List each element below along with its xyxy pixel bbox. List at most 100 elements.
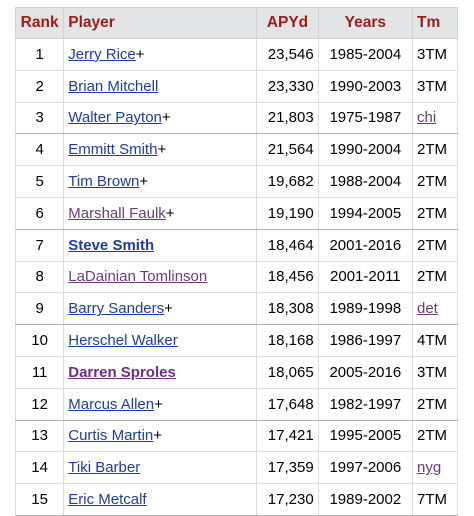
table-row: 5 Tim Brown+ 19,682 1988-2004 2TM	[14, 165, 458, 198]
player-cell: Barry Sanders+	[63, 292, 258, 326]
header-player[interactable]: Player	[63, 7, 258, 39]
team-cell: 3TM	[412, 69, 458, 103]
career-all-purpose-yards-table: Rank Player APYd Years Tm 1 Jerry Rice+ …	[14, 7, 458, 516]
player-link[interactable]: Steve Smith	[68, 236, 155, 254]
team-cell: 3TM	[412, 355, 458, 389]
table-row: 3 Walter Payton+ 21,803 1975-1987 chi	[14, 101, 458, 135]
years-cell: 1989-1998	[317, 292, 414, 326]
years-cell: 1997-2006	[317, 451, 414, 485]
player-link[interactable]: Jerry Rice	[68, 45, 136, 63]
apyd-cell: 18,308	[256, 292, 319, 326]
player-cell: Eric Metcalf	[63, 483, 258, 516]
player-link[interactable]: Walter Payton	[68, 109, 162, 127]
apyd-cell: 17,421	[256, 419, 319, 453]
team-cell: 2TM	[412, 260, 458, 294]
years-cell: 2001-2016	[317, 228, 414, 262]
table-row: 9 Barry Sanders+ 18,308 1989-1998 det	[14, 292, 458, 326]
player-link[interactable]: Barry Sanders	[68, 300, 165, 318]
table-row: 13 Curtis Martin+ 17,421 1995-2005 2TM	[14, 419, 458, 453]
hall-of-fame-marker: +	[135, 45, 145, 63]
hall-of-fame-marker: +	[153, 427, 163, 445]
hall-of-fame-marker: +	[161, 109, 171, 127]
player-cell: Darren Sproles	[63, 355, 258, 389]
player-cell: Brian Mitchell	[63, 69, 258, 103]
player-cell: Herschel Walker	[63, 324, 258, 357]
player-link[interactable]: Curtis Martin	[68, 427, 154, 445]
apyd-cell: 17,230	[256, 483, 319, 516]
years-cell: 1982-1997	[317, 387, 414, 421]
table-row: 2 Brian Mitchell 23,330 1990-2003 3TM	[14, 69, 458, 103]
years-cell: 2005-2016	[317, 355, 414, 389]
player-link[interactable]: Darren Sproles	[68, 363, 176, 381]
table-body: 1 Jerry Rice+ 23,546 1985-2004 3TM 2 Bri…	[14, 38, 458, 516]
player-link[interactable]: Marshall Faulk	[68, 204, 166, 222]
table-row: 11 Darren Sproles 18,065 2005-2016 3TM	[14, 355, 458, 389]
team-cell: 2TM	[412, 133, 458, 167]
team-cell: 2TM	[412, 387, 458, 421]
player-link[interactable]: Tiki Barber	[68, 459, 141, 477]
player-link[interactable]: Marcus Allen	[68, 395, 155, 413]
header-apyd[interactable]: APYd	[256, 7, 319, 39]
player-link[interactable]: Herschel Walker	[68, 332, 178, 350]
player-cell: Marshall Faulk+	[63, 196, 258, 230]
player-link[interactable]: Tim Brown	[68, 173, 140, 191]
player-cell: Jerry Rice+	[63, 38, 258, 71]
header-team[interactable]: Tm	[412, 7, 458, 39]
team-cell: 2TM	[412, 196, 458, 230]
apyd-cell: 23,330	[256, 69, 319, 103]
table-header-row: Rank Player APYd Years Tm	[14, 7, 458, 39]
years-cell: 1995-2005	[317, 419, 414, 453]
table-row: 7 Steve Smith 18,464 2001-2016 2TM	[14, 228, 458, 262]
years-cell: 1990-2004	[317, 133, 414, 167]
player-link[interactable]: Eric Metcalf	[68, 491, 147, 509]
hall-of-fame-marker: +	[164, 300, 173, 318]
header-years[interactable]: Years	[317, 7, 414, 39]
rank-cell: 3	[14, 101, 65, 135]
player-link[interactable]: Emmitt Smith	[68, 141, 158, 159]
years-cell: 1994-2005	[317, 196, 414, 230]
rank-cell: 6	[14, 196, 65, 230]
team-cell: 7TM	[412, 483, 458, 516]
player-cell: Tim Brown+	[63, 165, 258, 198]
rank-cell: 15	[14, 483, 65, 516]
team-link[interactable]: det	[417, 300, 438, 318]
table-row: 14 Tiki Barber 17,359 1997-2006 nyg	[14, 451, 458, 485]
team-cell: 2TM	[412, 228, 458, 262]
table-row: 4 Emmitt Smith+ 21,564 1990-2004 2TM	[14, 133, 458, 167]
apyd-cell: 19,682	[256, 165, 319, 198]
table-row: 8 LaDainian Tomlinson 18,456 2001-2011 2…	[14, 260, 458, 294]
rank-cell: 1	[14, 38, 65, 71]
rank-cell: 7	[14, 228, 65, 262]
years-cell: 1986-1997	[317, 324, 414, 357]
years-cell: 1990-2003	[317, 69, 414, 103]
years-cell: 1989-2002	[317, 483, 414, 516]
rank-cell: 14	[14, 451, 65, 485]
header-rank[interactable]: Rank	[14, 7, 65, 39]
apyd-cell: 17,648	[256, 387, 319, 421]
team-cell: chi	[412, 101, 458, 135]
player-cell: LaDainian Tomlinson	[63, 260, 258, 294]
table-row: 15 Eric Metcalf 17,230 1989-2002 7TM	[14, 483, 458, 516]
apyd-cell: 18,456	[256, 260, 319, 294]
player-link[interactable]: LaDainian Tomlinson	[68, 268, 208, 286]
apyd-cell: 21,564	[256, 133, 319, 167]
rank-cell: 12	[14, 387, 65, 421]
table-row: 6 Marshall Faulk+ 19,190 1994-2005 2TM	[14, 196, 458, 230]
apyd-cell: 18,168	[256, 324, 319, 357]
player-link[interactable]: Brian Mitchell	[68, 77, 159, 95]
rank-cell: 10	[14, 324, 65, 357]
player-cell: Curtis Martin+	[63, 419, 258, 453]
rank-cell: 11	[14, 355, 65, 389]
years-cell: 1988-2004	[317, 165, 414, 198]
table-row: 1 Jerry Rice+ 23,546 1985-2004 3TM	[14, 38, 458, 71]
apyd-cell: 18,065	[256, 355, 319, 389]
apyd-cell: 17,359	[256, 451, 319, 485]
team-cell: det	[412, 292, 458, 326]
player-cell: Walter Payton+	[63, 101, 258, 135]
player-cell: Marcus Allen+	[63, 387, 258, 421]
team-link[interactable]: nyg	[417, 459, 442, 477]
team-cell: 3TM	[412, 38, 458, 71]
rank-cell: 5	[14, 165, 65, 198]
rank-cell: 2	[14, 69, 65, 103]
team-link[interactable]: chi	[417, 109, 437, 127]
